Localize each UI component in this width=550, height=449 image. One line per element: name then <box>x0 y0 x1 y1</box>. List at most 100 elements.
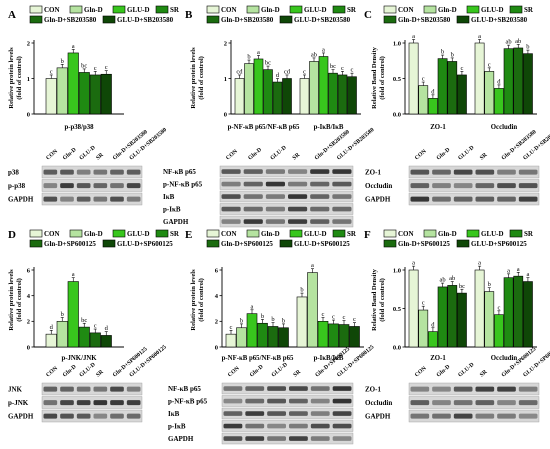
legend-swatch <box>206 15 220 24</box>
blot-band <box>126 183 141 189</box>
bar <box>523 53 533 115</box>
blot-band <box>518 413 538 419</box>
blot-membrane <box>41 382 143 396</box>
blot-band <box>265 206 285 212</box>
y-tick-label: 1 <box>27 76 30 83</box>
blot-band <box>223 386 243 391</box>
blot-band <box>475 400 495 406</box>
bar <box>457 74 467 115</box>
category-label: ZO-1 <box>430 124 446 131</box>
blot-band <box>93 400 108 406</box>
bar <box>418 85 429 115</box>
bar <box>474 42 485 115</box>
blot-band <box>432 196 451 202</box>
significance-letter: c <box>303 68 306 75</box>
legend-label: CON <box>44 230 60 238</box>
lane-label: SR <box>95 369 105 379</box>
bar <box>45 78 57 115</box>
legend-label: GLU-D+SP600125 <box>294 240 350 248</box>
blot-row: ZO-1 <box>365 382 540 396</box>
significance-letter: b <box>61 58 64 65</box>
significance-letter: bc <box>459 283 465 290</box>
blot-band <box>76 169 91 175</box>
legend-swatch <box>509 229 523 238</box>
blot-band <box>475 386 495 392</box>
blot-band <box>288 194 308 199</box>
bar <box>503 48 514 115</box>
blot-band <box>310 423 330 429</box>
blot-band <box>93 196 108 202</box>
legend-swatch <box>456 239 470 248</box>
blot-band <box>497 196 516 202</box>
significance-letter: ab <box>515 38 521 45</box>
y-axis-label-line1: Relative protein levels <box>190 47 197 109</box>
bar <box>428 98 438 115</box>
y-axis-label-line1: Relative protein levels <box>190 269 197 331</box>
category-label: Occludin <box>491 355 518 362</box>
lane-label: SR <box>293 369 303 379</box>
blot-row-label: GAPDH <box>8 413 34 421</box>
blot-band <box>60 196 74 202</box>
blot-band <box>223 398 243 404</box>
lane-label: SR <box>479 152 489 162</box>
legend-label: GLU-D+SB203580 <box>471 16 528 24</box>
blot-band <box>332 169 352 174</box>
lane-label: Gln-D <box>436 364 452 379</box>
legend-swatch <box>246 229 260 238</box>
blot-row: Occludin <box>365 396 540 409</box>
blot-band <box>432 183 451 189</box>
blot-band <box>289 386 308 391</box>
blot-band <box>76 400 91 406</box>
blot-band <box>475 196 495 202</box>
legend-label: Gln-D+SP600125 <box>44 240 96 248</box>
blot-band <box>60 183 74 189</box>
legend-label: SR <box>170 6 180 14</box>
blot-band <box>410 196 430 202</box>
blot-band <box>243 194 263 199</box>
legend-swatch <box>383 15 397 24</box>
blot-band <box>310 181 330 187</box>
blot-band <box>243 181 263 187</box>
y-tick-label: 0.5 <box>393 306 402 313</box>
blot-band <box>110 183 124 189</box>
lane-label: SR <box>292 152 302 162</box>
bar <box>328 72 338 115</box>
legend: CON Gln-D GLU-D SR Gln-D+SB203580 GLU-D+SB203… <box>206 5 357 24</box>
blot-band <box>267 398 286 404</box>
blot-row-label: p38 <box>8 169 19 177</box>
significance-letter: a <box>526 271 529 278</box>
significance-letter: bc <box>330 63 336 70</box>
lane-label: SR <box>95 152 105 162</box>
blot-band <box>243 206 263 212</box>
blot-row-label: GAPDH <box>8 196 34 204</box>
blot-row-label: p-IκB <box>168 422 186 430</box>
blot-band <box>93 386 108 392</box>
lane-label: GLU-D <box>457 362 475 379</box>
legend-label: CON <box>44 6 60 14</box>
significance-letter: a <box>322 46 325 53</box>
legend-label: GLU-D+SB203580 <box>294 16 351 24</box>
blot-band <box>245 398 265 404</box>
blot-band <box>289 398 308 404</box>
category-label: p-NF-κB p65/NF-κB p65 <box>228 124 300 131</box>
bar <box>338 324 350 348</box>
y-tick-label: 0.0 <box>393 111 401 118</box>
blot-band <box>475 169 495 175</box>
blot-band <box>110 413 124 419</box>
y-tick-label: 6 <box>27 267 31 274</box>
blot-band <box>60 386 74 392</box>
y-axis-label-line2: (fold of control) <box>379 278 386 322</box>
y-tick-label: 0 <box>27 111 30 118</box>
blot-band <box>310 398 330 404</box>
blot-band <box>410 413 430 419</box>
blot-row-label: GAPDH <box>365 413 391 421</box>
blot-band <box>110 196 124 202</box>
blot-band <box>310 219 330 224</box>
significance-letter: a <box>517 266 520 273</box>
blot-band <box>265 181 285 187</box>
blot-band <box>43 196 58 202</box>
blot-band <box>267 423 286 429</box>
significance-letter: d <box>276 72 280 79</box>
